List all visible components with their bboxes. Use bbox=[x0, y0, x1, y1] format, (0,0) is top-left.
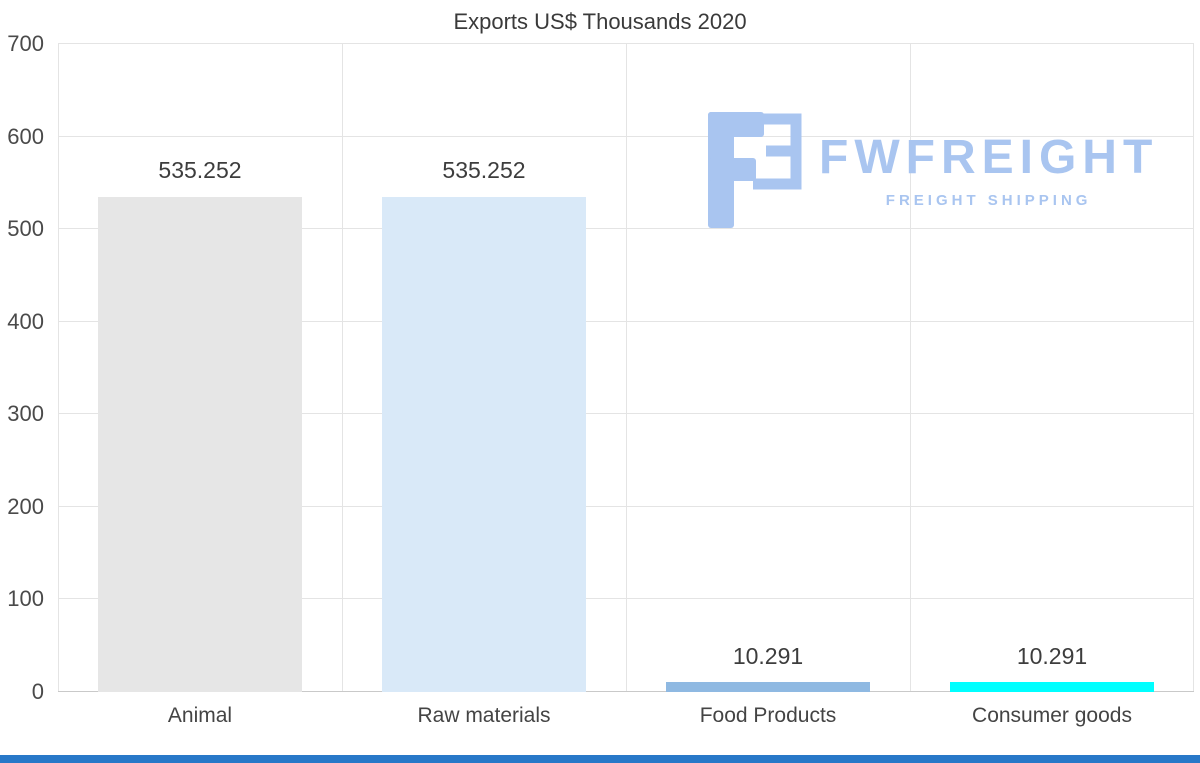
footer-accent-bar bbox=[0, 755, 1200, 763]
chart-title: Exports US$ Thousands 2020 bbox=[453, 9, 747, 34]
y-axis: 0 100 200 300 400 500 600 700 bbox=[0, 33, 46, 703]
bar-value-label: 535.252 bbox=[442, 156, 526, 183]
y-tick-label: 200 bbox=[7, 493, 44, 519]
bar-value-label: 535.252 bbox=[158, 156, 242, 183]
bar-value-label: 10.291 bbox=[1016, 642, 1088, 669]
brand-name: FWFREIGHT bbox=[819, 131, 1159, 184]
brand-watermark: FWFREIGHT FREIGHT SHIPPING bbox=[708, 112, 1158, 228]
y-tick-label: 400 bbox=[7, 308, 44, 334]
bar-slot-animal: 535.252 bbox=[58, 44, 342, 692]
bar-slot-consumer-goods: 10.291 bbox=[910, 44, 1194, 692]
category-label-consumer-goods: Consumer goods bbox=[972, 704, 1132, 727]
category-label-food-products: Food Products bbox=[699, 704, 837, 727]
bar-food-products[interactable] bbox=[665, 682, 871, 692]
bar-consumer-goods[interactable] bbox=[949, 682, 1155, 692]
bar-slot-food-products: 10.291 bbox=[626, 44, 910, 692]
y-tick-label: 700 bbox=[7, 31, 44, 56]
gridline bbox=[58, 43, 1194, 44]
y-tick-label: 0 bbox=[31, 679, 44, 704]
category-label-animal: Animal bbox=[167, 704, 233, 727]
plot-area: FWFREIGHT FREIGHT SHIPPING 535.252 535.2… bbox=[58, 43, 1194, 692]
gridline bbox=[58, 505, 1194, 507]
y-tick-label: 300 bbox=[7, 401, 44, 427]
brand-text: FWFREIGHT FREIGHT SHIPPING bbox=[819, 134, 1158, 228]
gridline-vertical bbox=[1193, 44, 1194, 692]
gridline bbox=[58, 135, 1194, 137]
fwfreight-logo-icon bbox=[708, 112, 802, 228]
y-tick-label: 600 bbox=[7, 123, 44, 149]
gridline bbox=[58, 320, 1194, 322]
gridline bbox=[58, 691, 1194, 692]
gridline-vertical bbox=[58, 44, 59, 692]
gridline-vertical bbox=[342, 44, 343, 692]
gridline bbox=[58, 413, 1194, 415]
bar-raw-materials[interactable] bbox=[381, 196, 587, 692]
gridline bbox=[58, 598, 1194, 600]
bar-slot-raw-materials: 535.252 bbox=[342, 44, 626, 692]
bar-animal[interactable] bbox=[97, 196, 303, 692]
y-tick-label: 100 bbox=[7, 586, 44, 612]
gridline-vertical bbox=[626, 44, 627, 692]
x-axis: Animal Raw materials Food Products Consu… bbox=[58, 704, 1194, 728]
gridline bbox=[58, 228, 1194, 230]
category-label-raw-materials: Raw materials bbox=[417, 704, 551, 727]
bar-value-label: 10.291 bbox=[732, 642, 804, 669]
brand-tagline: FREIGHT SHIPPING bbox=[885, 192, 1092, 209]
gridline-vertical bbox=[910, 44, 911, 692]
y-tick-label: 500 bbox=[7, 216, 44, 242]
